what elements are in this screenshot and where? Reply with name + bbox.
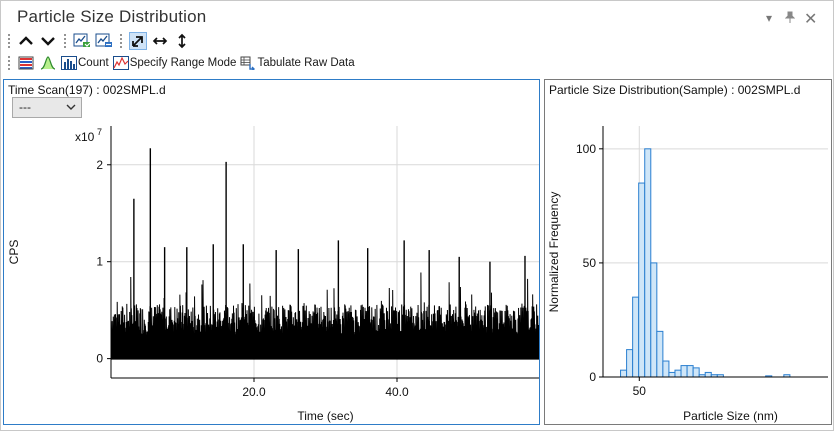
x-tick-label: 50 — [633, 384, 647, 398]
histogram-bar — [626, 349, 634, 378]
chart-import-icon — [73, 33, 91, 47]
x-axis-label: Time (sec) — [297, 409, 353, 423]
peak-icon — [40, 56, 56, 70]
close-icon[interactable]: ✕ — [804, 11, 818, 28]
x-tick-label: 40.0 — [385, 385, 409, 399]
analysis-toolbar: Count Specify Range Mode Tabulate Raw Da… — [5, 54, 359, 72]
time-scan-title: Time Scan(197) : 002SMPL.d — [8, 83, 166, 97]
toolbar-grip[interactable] — [7, 55, 11, 71]
export-chart-button[interactable] — [95, 32, 113, 50]
import-chart-button[interactable] — [73, 32, 91, 50]
x-tick-label: 20.0 — [242, 385, 266, 399]
toolbar-grip[interactable] — [119, 33, 123, 49]
y-tick-label: 100 — [576, 142, 596, 156]
psd-title: Particle Size Distribution(Sample) : 002… — [549, 83, 801, 97]
time-scan-selector[interactable]: --- — [12, 97, 82, 118]
count-label: Count — [78, 57, 109, 69]
histogram-bar — [704, 371, 712, 378]
y-tick-label: 2 — [96, 158, 103, 172]
color-bars-button[interactable] — [17, 54, 35, 72]
histogram-bar — [668, 371, 676, 378]
chart-toolbar — [5, 31, 195, 51]
histogram-bar — [650, 262, 658, 378]
autoscale-y-button[interactable] — [173, 32, 191, 50]
histogram-bar — [686, 365, 694, 378]
histogram-bar — [656, 330, 664, 378]
x-axis-label: Particle Size (nm) — [683, 409, 778, 423]
range-mode-icon — [112, 56, 129, 70]
y-axis-label: Normalized Frequency — [547, 192, 561, 313]
toolbar-grip[interactable] — [63, 33, 67, 49]
histogram-bar — [680, 365, 688, 378]
specify-range-mode-label: Specify Range Mode — [129, 57, 237, 69]
count-histogram-icon — [61, 56, 77, 70]
y-tick-label: 0 — [96, 352, 103, 366]
histogram-bar — [632, 296, 640, 378]
histogram-bar — [644, 148, 652, 378]
histogram-bar — [674, 369, 682, 378]
tabulate-icon — [240, 56, 256, 70]
specify-range-mode-button[interactable]: Specify Range Mode — [112, 56, 237, 70]
triangle-down-icon[interactable]: ▾ — [766, 11, 773, 25]
time-scan-pane: Time Scan(197) : 002SMPL.d --- 0 1 2 20.0 40… — [3, 79, 540, 425]
histogram-bar — [620, 369, 628, 378]
count-button[interactable]: Count — [61, 56, 109, 70]
move-down-button[interactable] — [39, 32, 57, 50]
diagonal-arrow-icon — [132, 36, 143, 47]
histogram-bar — [692, 367, 700, 378]
horizontal-arrow-icon — [152, 37, 168, 45]
time-scan-chart[interactable]: 0 1 2 20.0 40.0 x10 7 Time (sec) CPS — [4, 80, 539, 424]
histogram-bar — [662, 360, 670, 378]
histogram-bar — [638, 182, 646, 378]
tabulate-raw-data-label: Tabulate Raw Data — [257, 57, 355, 69]
signal-baseline — [111, 356, 539, 360]
y-tick-label: 1 — [96, 255, 103, 269]
y-multiplier-label: x10 — [75, 130, 95, 144]
autoscale-button[interactable] — [129, 32, 147, 50]
y-axis-label: CPS — [7, 240, 21, 265]
y-tick-label: 50 — [583, 256, 597, 270]
chart-export-icon — [95, 33, 112, 47]
toolbar-grip[interactable] — [7, 33, 11, 49]
autoscale-x-button[interactable] — [151, 32, 169, 50]
chevron-up-icon — [19, 36, 33, 45]
y-exponent-label: 7 — [97, 127, 102, 137]
chevron-down-icon — [41, 37, 55, 46]
chevron-down-icon — [66, 101, 76, 115]
color-bars-icon — [18, 56, 34, 70]
time-scan-selector-value: --- — [19, 100, 31, 114]
tabulate-raw-data-button[interactable]: Tabulate Raw Data — [240, 56, 355, 70]
psd-pane: Particle Size Distribution(Sample) : 002… — [544, 79, 832, 425]
psd-chart[interactable]: 0 50 100 50 Particle Size (nm) Normalized Fre… — [545, 80, 831, 424]
pin-icon[interactable] — [784, 11, 796, 26]
move-up-button[interactable] — [17, 32, 35, 50]
vertical-arrow-icon — [178, 33, 186, 49]
signal-trace — [110, 272, 539, 359]
window-title: Particle Size Distribution — [17, 7, 207, 26]
y-tick-label: 0 — [589, 370, 596, 384]
peak-button[interactable] — [39, 54, 57, 72]
